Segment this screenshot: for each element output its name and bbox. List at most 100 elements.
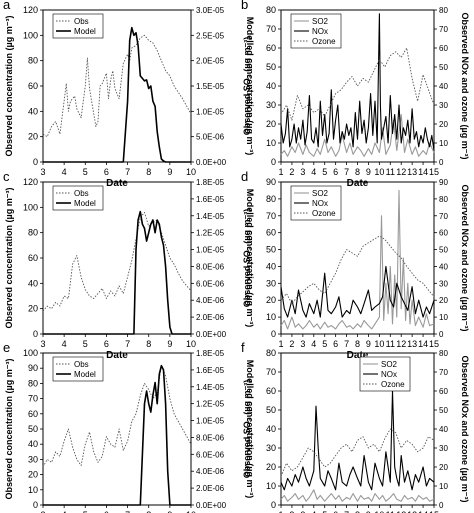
y-tick-label-right: 4.0E-06 <box>196 467 225 476</box>
y-tick-label-left: 20 <box>28 304 38 314</box>
legend-item: SO2 <box>312 189 329 198</box>
y-tick-label-right: 1.0E-05 <box>196 107 225 116</box>
y-tick-label-left: 100 <box>23 202 38 212</box>
series-line-obs <box>42 364 192 468</box>
y-tick-label-right: 0.0E+00 <box>196 158 227 167</box>
legend-item: Obs <box>74 360 89 369</box>
x-axis-label: Date <box>106 178 128 189</box>
y-tick-label-right: 8.0E-06 <box>196 433 225 442</box>
series-line-nox <box>280 13 435 151</box>
y-tick-label-right: 20 <box>439 463 448 472</box>
y-tick-label-right: 1.8E-05 <box>196 349 225 358</box>
y-tick-label-right: 20 <box>439 296 448 305</box>
y-tick-label-left: 60 <box>266 228 276 238</box>
legend-item: Model <box>74 199 96 208</box>
y-tick-label-right: 70 <box>439 25 448 34</box>
y-tick-label-left: 80 <box>28 56 38 66</box>
legend-item: Ozone <box>381 380 405 389</box>
y-tick-label-right: 1.5E-05 <box>196 82 225 91</box>
x-axis-label: Date <box>347 350 369 361</box>
legend-item: Obs <box>74 17 89 26</box>
y-tick-label-right: 80 <box>439 349 448 358</box>
y-tick-label-left: 30 <box>28 454 38 464</box>
x-tick-label: 6 <box>104 510 109 513</box>
x-tick-label: 4 <box>62 167 67 177</box>
y-tick-label-left: 40 <box>266 261 276 271</box>
x-tick-label: 8 <box>355 339 360 349</box>
y-tick-label-left: 60 <box>266 43 276 53</box>
y-tick-label-left: 40 <box>28 106 38 116</box>
y-axis-label-left: Observed SO₂ (µg m⁻³) <box>242 209 252 307</box>
x-tick-label: 9 <box>366 167 371 177</box>
y-tick-label-left: 30 <box>266 100 276 110</box>
x-tick-label: 3 <box>300 510 305 513</box>
y-tick-label-left: 90 <box>28 363 38 373</box>
y-tick-label-right: 1.2E-05 <box>196 400 225 409</box>
x-tick-label: 10 <box>374 510 384 513</box>
y-tick-label-left: 120 <box>23 5 38 15</box>
y-axis-label-right: Modelled concentration (µg m⁻³) <box>245 360 255 498</box>
y-tick-label-left: 0 <box>33 329 38 339</box>
series-line-so2 <box>280 189 435 330</box>
x-tick-label: 11 <box>386 510 395 513</box>
chart-panel-b: b1 2 3 4 5 6 7 8 9 10 11 12 13 14 15010203040506070800… <box>241 0 470 189</box>
series-line-so2 <box>280 113 435 157</box>
series-line-model <box>43 26 191 163</box>
y-tick-label-left: 50 <box>266 62 276 72</box>
x-tick-label: 6 <box>333 510 338 513</box>
x-axis-label: Date <box>347 178 369 189</box>
y-tick-label-left: 80 <box>28 378 38 388</box>
x-tick-label: 1 <box>278 339 283 349</box>
y-tick-label-right: 50 <box>439 246 448 255</box>
x-axis-label: Date <box>106 350 128 361</box>
x-tick-label: 12 <box>396 339 406 349</box>
y-tick-label-right: 8.0E-06 <box>196 262 225 271</box>
y-tick-label-right: 60 <box>439 229 448 238</box>
x-tick-label: 4 <box>311 167 316 177</box>
y-tick-label-right: 5.0E-06 <box>196 133 225 142</box>
legend-item: Model <box>74 370 96 379</box>
y-tick-label-right: 0 <box>439 158 444 167</box>
legend-box <box>52 185 104 211</box>
x-tick-label: 7 <box>125 510 130 513</box>
x-tick-label: 4 <box>311 510 316 513</box>
series-line-obs <box>42 34 192 138</box>
y-tick-label-right: 2.0E-06 <box>196 313 225 322</box>
y-tick-label-left: 40 <box>266 424 276 434</box>
x-tick-label: 4 <box>311 339 316 349</box>
y-tick-label-left: 80 <box>266 5 276 15</box>
x-tick-label: 4 <box>62 339 67 349</box>
y-tick-label-right: 4.0E-06 <box>196 296 225 305</box>
y-tick-label-left: 10 <box>266 138 276 148</box>
y-tick-label-right: 6.0E-06 <box>196 450 225 459</box>
x-tick-label: 3 <box>40 339 45 349</box>
legend-item: NOx <box>312 27 328 36</box>
y-tick-label-right: 1.0E-05 <box>196 246 225 255</box>
y-tick-label-right: 10 <box>439 139 448 148</box>
x-tick-label: 12 <box>396 510 406 513</box>
y-tick-label-right: 40 <box>439 262 448 271</box>
y-tick-label-left: 40 <box>28 439 38 449</box>
y-tick-label-left: 0 <box>271 329 276 339</box>
x-tick-label: 5 <box>322 339 327 349</box>
y-tick-label-left: 10 <box>266 312 276 322</box>
y-tick-label-left: 30 <box>266 278 276 288</box>
x-tick-label: 7 <box>344 510 349 513</box>
series-line-nox <box>280 265 435 318</box>
x-tick-label: 15 <box>429 339 439 349</box>
y-tick-label-left: 20 <box>266 119 276 129</box>
series-line-model <box>43 210 191 335</box>
y-tick-label-right: 2.5E-05 <box>196 31 225 40</box>
y-tick-label-left: 60 <box>28 409 38 419</box>
y-axis-label-left: Observed concentration (µg m⁻³) <box>4 359 14 500</box>
y-tick-label-right: 6.0E-06 <box>196 279 225 288</box>
legend-item: NOx <box>381 370 397 379</box>
series-line-nox <box>280 390 435 491</box>
y-tick-label-right: 70 <box>439 212 448 221</box>
panel-label: d <box>241 169 248 184</box>
x-tick-label: 13 <box>407 167 417 177</box>
x-tick-label: 10 <box>374 339 384 349</box>
x-tick-label: 2 <box>289 167 294 177</box>
y-tick-label-left: 70 <box>266 24 276 34</box>
